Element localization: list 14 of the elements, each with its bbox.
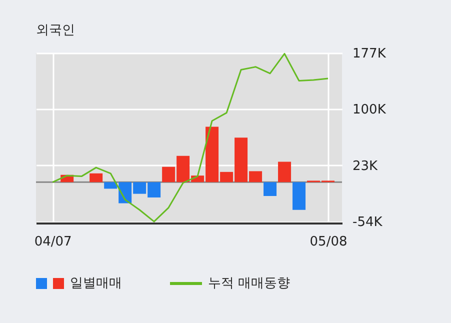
x-tick-label: 05/08 [310, 234, 348, 250]
y2-tick-label: -54K [352, 215, 383, 230]
bar [292, 182, 306, 210]
chart-title: 외국인 [36, 23, 75, 38]
y2-tick-label: 100K [352, 102, 386, 118]
bar [264, 182, 277, 196]
bar [90, 173, 103, 182]
y2-tick-label: 23K [352, 158, 378, 174]
y2-tick-label: 177K [352, 46, 386, 62]
bar [278, 162, 292, 182]
legend-label: 일별매매 [70, 275, 122, 292]
legend-label: 누적 매매동향 [208, 275, 290, 292]
x-tick-label: 04/07 [34, 234, 72, 250]
line-series [52, 52, 329, 222]
